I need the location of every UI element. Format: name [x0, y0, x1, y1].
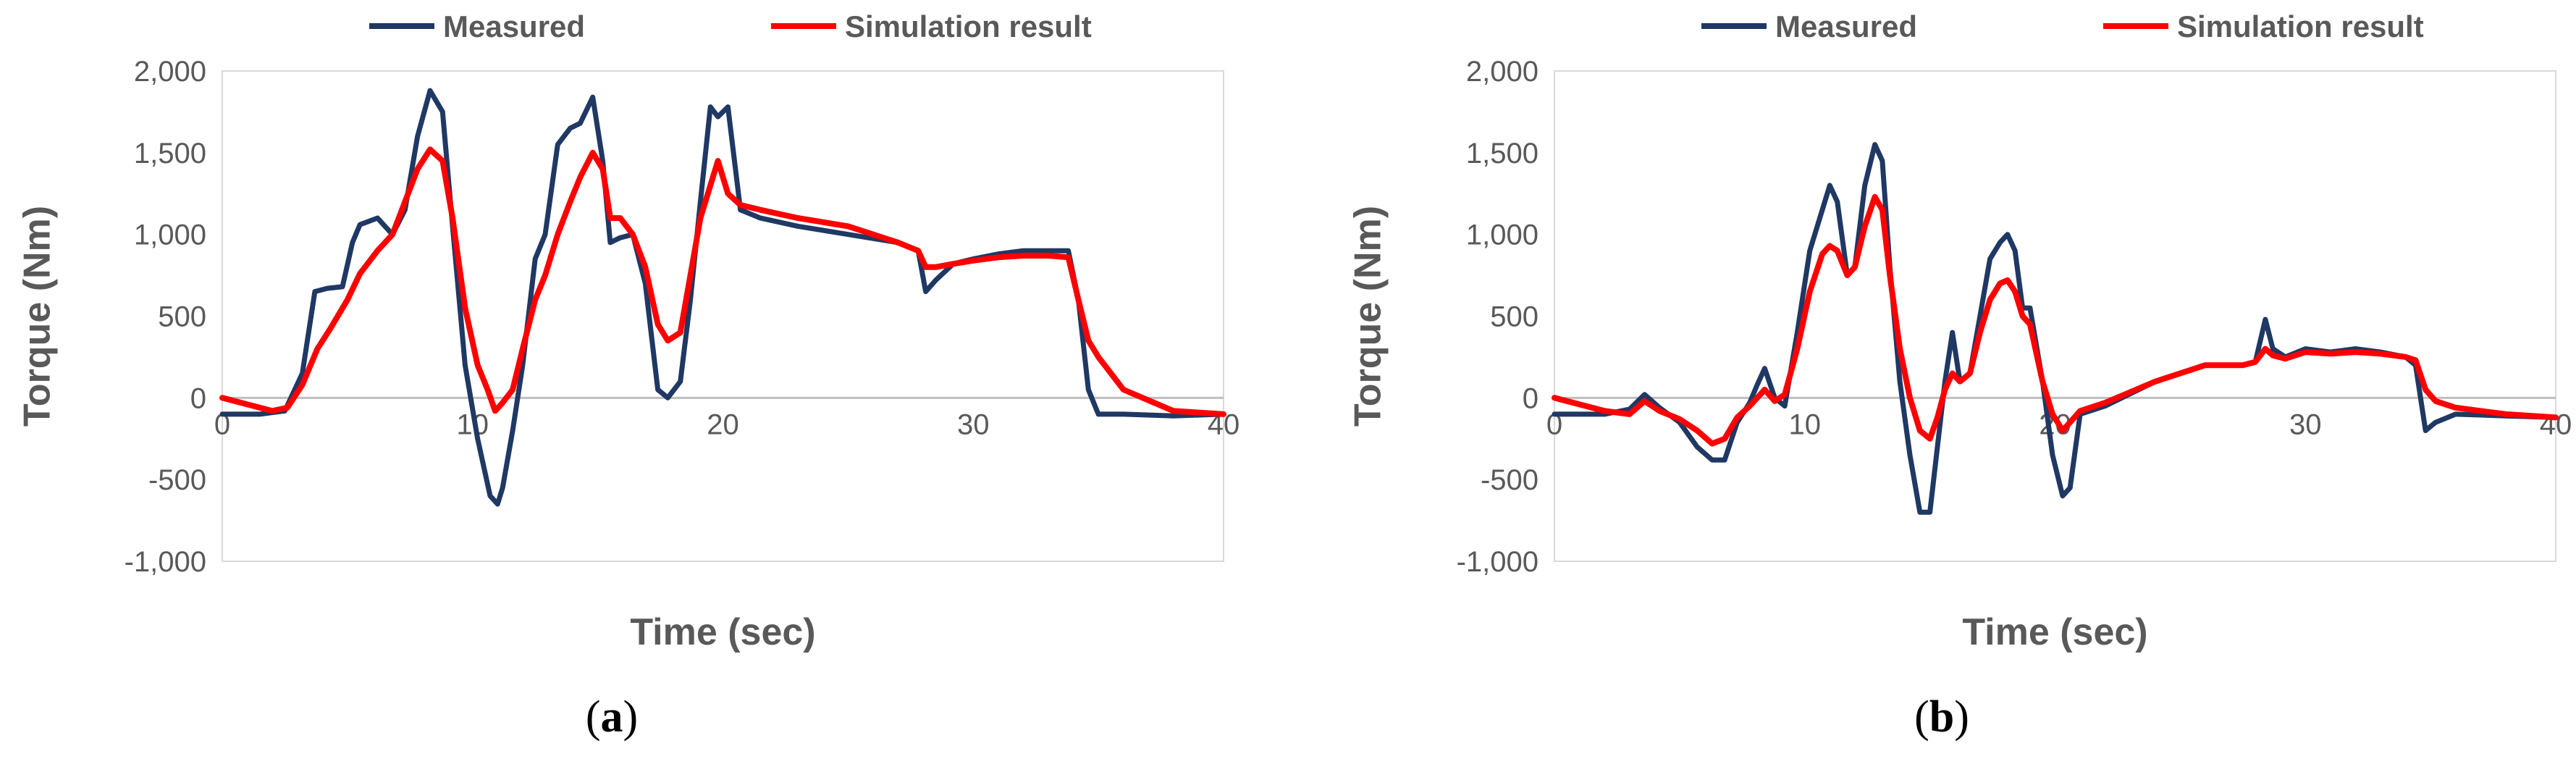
- y-tick-label: 1,000: [134, 219, 206, 251]
- y-tick-label: -500: [1481, 464, 1539, 496]
- x-axis-label: Time (sec): [630, 611, 815, 653]
- panel-label: (a): [586, 692, 638, 742]
- x-tick-label: 30: [957, 408, 990, 440]
- panel-label: (b): [1914, 692, 1969, 742]
- y-tick-label: 1,500: [1466, 138, 1539, 169]
- series-line-measured: [1552, 142, 2559, 515]
- y-axis-label: Torque (Nm): [1347, 206, 1389, 427]
- series-line-simulation: [219, 146, 1226, 417]
- legend: Measured Simulation result: [369, 9, 1092, 43]
- legend-label: Simulation result: [845, 9, 1092, 43]
- legend-label: Measured: [1775, 9, 1917, 43]
- y-tick-label: -500: [148, 464, 206, 496]
- plot-area: [222, 70, 1224, 562]
- y-tick-label: 2,000: [1466, 56, 1539, 88]
- y-tick-label: 500: [158, 301, 206, 333]
- y-tick-label: 2,000: [134, 56, 206, 88]
- series-line-measured: [219, 88, 1226, 507]
- y-tick-label: -1,000: [1457, 546, 1539, 578]
- y-tick-label: -1,000: [125, 546, 206, 578]
- y-tick-label: 0: [190, 382, 206, 414]
- y-tick-label: 0: [1523, 382, 1539, 414]
- legend-label: Measured: [443, 9, 585, 43]
- y-tick-label: 1,500: [134, 138, 206, 169]
- x-tick-label: 40: [2540, 408, 2572, 440]
- legend: Measured Simulation result: [1701, 9, 2424, 43]
- x-tick-label: 30: [2289, 408, 2322, 440]
- x-tick-label: 10: [1789, 408, 1822, 440]
- y-axis-label: Torque (Nm): [17, 206, 59, 427]
- y-tick-label: 1,000: [1466, 219, 1539, 251]
- legend-label: Simulation result: [2177, 9, 2424, 43]
- plot-area: [1554, 70, 2556, 562]
- y-tick-label: 500: [1490, 301, 1539, 333]
- x-axis-label: Time (sec): [1962, 611, 2147, 653]
- series-line-simulation: [1552, 193, 2559, 447]
- x-tick-label: 20: [707, 408, 739, 440]
